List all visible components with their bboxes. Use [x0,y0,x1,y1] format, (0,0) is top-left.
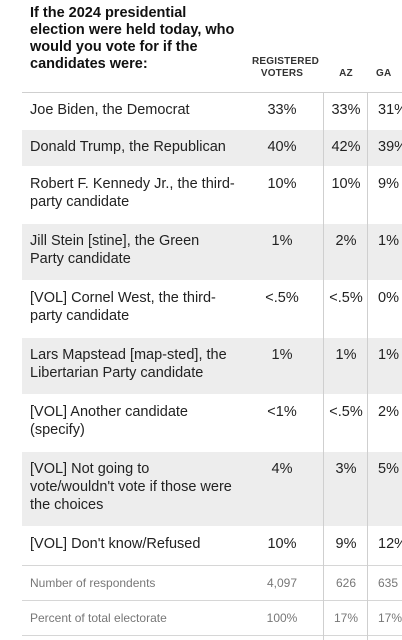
registered-value: 100% [266,611,298,625]
electorate-share-row: Percent of total electorate 100% 17% 17% [22,601,402,636]
candidate-label: Joe Biden, the Democrat [30,102,190,118]
registered-value: 33% [267,102,297,118]
column-header-ga-label: GA [376,68,392,79]
az-value: <.5% [329,290,363,306]
registered-value: 1% [271,347,293,363]
column-divider [323,92,324,640]
ga-value: 1% [378,347,399,363]
az-value: 1% [335,347,357,363]
column-header-az-label: AZ [339,68,353,79]
ga-value: 1% [378,233,399,249]
ga-value: 2% [378,404,399,420]
az-value: 9% [335,536,357,552]
ga-value: 12% [378,536,402,552]
candidate-label: Lars Mapstead [map-sted], the Libertaria… [30,347,227,381]
candidate-label: [VOL] Cornel West, the third-party candi… [30,290,216,324]
candidate-label: [VOL] Don't know/Refused [30,536,201,552]
table-row: Robert F. Kennedy Jr., the third-party c… [22,167,402,224]
table-row: [VOL] Not going to vote/wouldn't vote if… [22,452,402,527]
candidate-label: [VOL] Another candidate (specify) [30,404,188,438]
candidate-label: Jill Stein [stine], the Green Party cand… [30,233,200,267]
table-row: Lars Mapstead [map-sted], the Libertaria… [22,338,402,395]
registered-value: 4% [271,461,293,477]
column-header-az: AZ [324,0,368,92]
column-divider [367,92,368,640]
ga-value: 0% [378,290,399,306]
registered-value: 1% [271,233,293,249]
poll-results-table: If the 2024 presidential election were h… [22,0,402,640]
column-header-ga: GA [368,0,402,92]
registered-value: 40% [267,139,297,155]
registered-value: 10% [267,536,297,552]
ga-value: 17% [378,611,402,625]
az-value: <.5% [329,404,363,420]
az-value: 10% [331,176,361,192]
table-row: Jill Stein [stine], the Green Party cand… [22,224,402,281]
table-header: If the 2024 presidential election were h… [22,0,402,93]
az-value: 33% [331,102,361,118]
meta-label: Percent of total electorate [30,611,167,625]
az-value: 3% [335,461,357,477]
az-value: 2% [335,233,357,249]
candidate-label: Robert F. Kennedy Jr., the third-party c… [30,176,235,210]
meta-label: Number of respondents [30,576,156,590]
registered-value: <.5% [265,290,299,306]
candidate-label: [VOL] Not going to vote/wouldn't vote if… [30,461,232,513]
question-heading: If the 2024 presidential election were h… [30,5,235,72]
az-value: 17% [333,611,359,625]
ga-value: 39% [378,139,402,155]
ga-value: 635 [378,576,399,590]
registered-value: 4,097 [266,576,298,590]
ga-value: 5% [378,461,399,477]
table-row: Donald Trump, the Republican 40% 42% 39% [22,130,402,167]
respondents-row: Number of respondents 4,097 626 635 [22,565,402,601]
ga-value: 9% [378,176,399,192]
ga-value: 31% [378,102,402,118]
table-row: [VOL] Cornel West, the third-party candi… [22,281,402,338]
registered-value: 10% [267,176,297,192]
table-row: [VOL] Don't know/Refused 10% 9% 12% [22,527,402,565]
az-value: 626 [335,576,357,590]
column-header-registered-label: REGISTERED VOTERS [252,56,320,79]
candidate-label: Donald Trump, the Republican [30,139,226,155]
az-value: 42% [331,139,361,155]
table-row: Joe Biden, the Democrat 33% 33% 31% [22,93,402,130]
registered-value: <1% [267,404,297,420]
table-row: [VOL] Another candidate (specify) <1% <.… [22,395,402,452]
column-header-registered-voters: REGISTERED VOTERS [240,0,324,92]
